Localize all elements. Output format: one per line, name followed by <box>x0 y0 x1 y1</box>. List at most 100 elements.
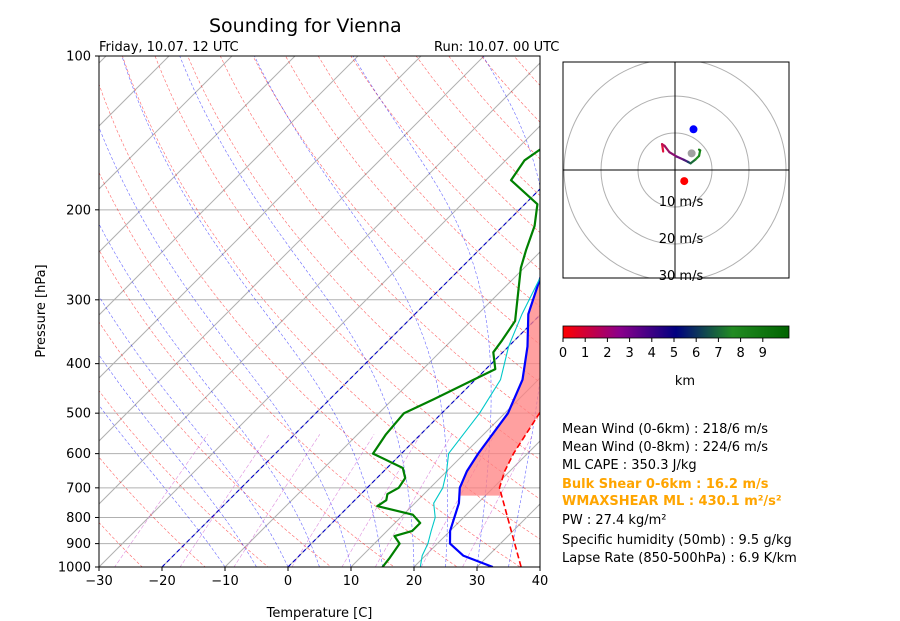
y-tick-label: 700 <box>66 481 91 496</box>
moist-adiabat <box>179 56 415 567</box>
dry-adiabat <box>99 456 206 567</box>
moist-adiabat <box>99 354 257 567</box>
dry-adiabat <box>122 56 540 540</box>
y-axis-label: Pressure [hPa] <box>34 264 49 357</box>
colorbar-tick-label: 4 <box>648 346 656 361</box>
mixing-ratio-line <box>374 434 453 567</box>
storm-motion-marker <box>680 177 689 186</box>
isotherm-line <box>224 251 540 567</box>
colorbar-tick-label: 9 <box>759 346 767 361</box>
dry-adiabat <box>252 56 540 383</box>
dry-adiabat <box>99 390 269 567</box>
y-tick-label: 600 <box>66 447 91 462</box>
x-tick-label: 40 <box>532 574 549 589</box>
hodograph-trace-segment <box>668 151 678 158</box>
dry-adiabat <box>317 56 540 308</box>
colorbar-tick-label: 7 <box>714 346 722 361</box>
x-tick-label: −10 <box>211 574 238 589</box>
moist-adiabat <box>121 56 383 567</box>
colorbar-tick-label: 0 <box>559 346 567 361</box>
stat-mean-wind-6km: Mean Wind (0-6km) : 218/6 m/s <box>562 422 768 437</box>
stat-specific-humidity: Specific humidity (50mb) : 9.5 g/kg <box>562 533 792 548</box>
temperature-profile <box>448 275 540 567</box>
cape-fill <box>459 278 540 496</box>
colorbar-tick-label: 1 <box>581 346 589 361</box>
dry-adiabat <box>99 83 521 567</box>
y-tick-label: 200 <box>66 203 91 218</box>
hodograph-ring-label: 20 m/s <box>659 232 704 247</box>
moist-adiabat <box>99 223 320 567</box>
dry-adiabat <box>285 56 540 345</box>
run-time: Run: 10.07. 00 UTC <box>434 40 560 55</box>
mixing-ratio-line <box>462 434 534 567</box>
y-tick-label: 1000 <box>58 561 91 576</box>
isotherm-line <box>99 125 540 567</box>
x-tick-label: 30 <box>469 574 486 589</box>
hodograph-plot <box>563 62 789 278</box>
stat-mean-wind-8km: Mean Wind (0-8km) : 224/6 m/s <box>562 440 768 455</box>
skewt-profiles <box>371 148 540 567</box>
mixing-ratio-line <box>179 434 270 567</box>
dewpoint-profile <box>371 148 540 567</box>
chart-title: Sounding for Vienna <box>209 15 402 37</box>
dry-adiabat <box>99 171 458 567</box>
valid-time: Friday, 10.07. 12 UTC <box>99 40 239 55</box>
stat-bulk-shear: Bulk Shear 0-6km : 16.2 m/s <box>562 477 769 492</box>
dry-adiabat <box>99 522 143 567</box>
mixing-ratio-line <box>114 434 208 567</box>
colorbar-tick-label: 2 <box>603 346 611 361</box>
x-tick-label: −30 <box>85 574 112 589</box>
y-tick-label: 400 <box>66 357 91 372</box>
hodograph-ring-label: 30 m/s <box>659 269 704 284</box>
x-tick-label: 0 <box>284 574 292 589</box>
parcel-profile <box>498 410 540 567</box>
wetbulb-profile <box>419 276 540 567</box>
cape-area <box>459 278 540 496</box>
storm-motion-marker <box>689 125 698 134</box>
hodograph-ring-label: 10 m/s <box>659 195 704 210</box>
colorbar <box>562 325 790 339</box>
isotherm-line <box>99 56 233 190</box>
dry-adiabat <box>99 249 395 567</box>
moist-adiabat <box>482 56 540 567</box>
colorbar-tick-label: 8 <box>736 346 744 361</box>
hodograph-trace-segment <box>663 144 671 154</box>
moist-adiabat <box>99 295 289 567</box>
moist-adiabat <box>99 126 352 567</box>
dry-adiabat <box>154 56 540 500</box>
colorbar-tick-label: 3 <box>625 346 633 361</box>
y-tick-label: 900 <box>66 537 91 552</box>
mixing-ratio-line <box>341 434 422 567</box>
colorbar-label: km <box>675 374 695 389</box>
hodograph-trace-segment <box>697 148 702 152</box>
skewt-plot-frame <box>98 55 541 568</box>
isotherm-line <box>99 56 485 442</box>
y-tick-label: 100 <box>66 50 91 65</box>
freezing-isotherm <box>287 314 540 567</box>
isotherm-line <box>99 56 422 379</box>
hodograph: 10 m/s 20 m/s 30 m/s <box>563 62 789 284</box>
skewt-axes: −30 −20 −10 0 10 20 30 40 100 200 300 400 500 600 700 8… <box>58 50 548 590</box>
isotherm-line <box>99 56 296 253</box>
moist-adiabat <box>254 56 448 567</box>
dry-adiabat <box>220 56 540 422</box>
isotherm-line <box>99 56 359 316</box>
x-tick-label: 20 <box>406 574 423 589</box>
storm-motion-marker <box>687 149 696 158</box>
x-axis-label: Temperature [C] <box>266 606 373 621</box>
colorbar-tick-label: 6 <box>692 346 700 361</box>
moist-adiabat <box>352 56 492 567</box>
y-tick-label: 800 <box>66 511 91 526</box>
y-tick-label: 500 <box>66 407 91 422</box>
hodograph-trace-segment <box>675 155 685 161</box>
stat-wmaxshear: WMAXSHEAR ML : 430.1 m²/s² <box>562 494 782 509</box>
isotherm-line <box>99 62 540 505</box>
stat-precipitable-water: PW : 27.4 kg/m² <box>562 513 667 528</box>
stat-lapse-rate: Lapse Rate (850-500hPa) : 6.9 K/km <box>562 551 797 566</box>
x-tick-label: 10 <box>343 574 360 589</box>
dry-adiabat <box>350 56 540 271</box>
hodograph-frame <box>562 61 790 279</box>
mixing-ratio-line <box>291 434 375 567</box>
